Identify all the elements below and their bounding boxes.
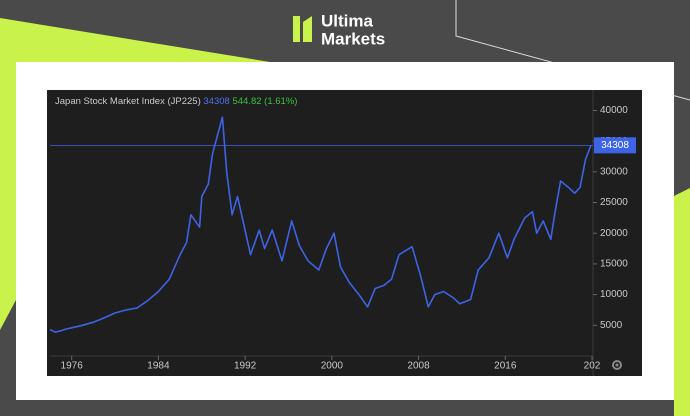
gear[interactable]	[612, 360, 622, 370]
chart-panel	[47, 90, 642, 376]
x-tick-label: 1976	[61, 361, 84, 372]
x-tick-label: 2000	[321, 361, 344, 372]
y-tick-label: 5000	[600, 320, 623, 331]
header-change: 544.82 (1.61%)	[232, 96, 297, 107]
y-tick-label: 20000	[600, 228, 628, 239]
price-line	[49, 116, 592, 333]
plot: 5000100001500020000250003000035000400001…	[49, 90, 636, 376]
y-tick-label: 25000	[600, 197, 628, 208]
y-tick-label: 40000	[600, 105, 628, 116]
chart-title: Japan Stock Market Index (JP225) 34308 5…	[55, 96, 297, 107]
y-tick-label: 15000	[600, 259, 628, 270]
logo: Ultima Markets	[293, 11, 385, 48]
logo-mark	[303, 16, 312, 42]
brand-text: Markets	[321, 29, 385, 48]
logo-mark	[293, 16, 300, 42]
settings-icon[interactable]	[612, 360, 622, 370]
y-tick-label: 30000	[600, 166, 628, 177]
price-label: 34308	[601, 140, 629, 151]
header-value: 34308	[203, 96, 229, 107]
x-tick-label: 1992	[234, 361, 257, 372]
price-label-box	[594, 137, 636, 154]
x-tick-label: 2016	[494, 361, 517, 372]
gear-hub[interactable]	[615, 363, 619, 367]
x-tick-label: 202	[584, 361, 601, 372]
x-tick-label: 1984	[147, 361, 170, 372]
y-tick-label: 10000	[600, 289, 628, 300]
title-text: Japan Stock Market Index (JP225)	[55, 96, 201, 107]
accent-shape	[674, 188, 690, 416]
brand-text: Ultima	[321, 11, 374, 30]
accent-shape	[0, 18, 270, 330]
x-tick-label: 2008	[407, 361, 430, 372]
